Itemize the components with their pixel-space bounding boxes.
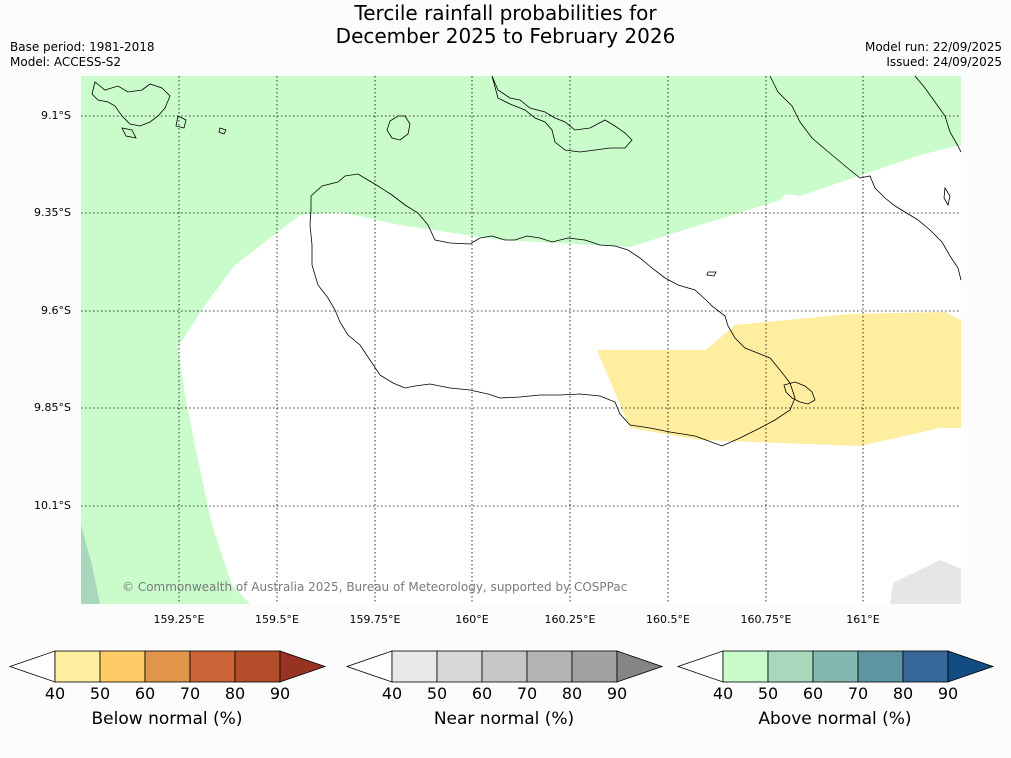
- colorbar-tick-label: 90: [606, 684, 628, 703]
- colorbar-segment: [722, 650, 769, 683]
- lon-label: 160.25°E: [544, 613, 596, 626]
- colorbar-tick-label: 70: [847, 684, 869, 703]
- colorbar-segment: [812, 650, 859, 683]
- graticule: [81, 76, 961, 604]
- lon-label: 159.75°E: [349, 613, 401, 626]
- lon-label: 160.5°E: [646, 613, 690, 626]
- lon-label: 161°E: [846, 613, 880, 626]
- region-near-normal: [890, 560, 961, 604]
- colorbar-segment: [436, 650, 483, 683]
- legend-title-near: Near normal (%): [433, 709, 575, 729]
- region-below-normal: [597, 312, 961, 446]
- lon-label: 159.5°E: [255, 613, 299, 626]
- malaita-coastline: [769, 75, 962, 281]
- colorbar-tick-label: 50: [89, 684, 111, 703]
- model-name: Model: ACCESS-S2: [10, 55, 122, 69]
- region-above-normal-60: [81, 525, 100, 604]
- issued-date: Issued: 24/09/2025: [886, 55, 1002, 69]
- colorbar-segment: [767, 650, 814, 683]
- colorbar-segment: [481, 650, 528, 683]
- colorbar-extend-high: [947, 650, 995, 683]
- lat-label: 9.6°S: [41, 304, 71, 317]
- savo-coastline: [386, 115, 411, 141]
- base-period: Base period: 1981-2018: [10, 40, 155, 54]
- legend-colorbars: [8, 650, 995, 683]
- lon-label: 160°E: [455, 613, 489, 626]
- colorbar-tick-label: 60: [134, 684, 156, 703]
- model-run: Model run: 22/09/2025: [864, 40, 1002, 54]
- colorbar-segment: [902, 650, 949, 683]
- copyright-notice: © Commonwealth of Australia 2025, Bureau…: [122, 580, 628, 594]
- colorbar-extend-low: [676, 650, 724, 683]
- colorbar-tick-label: 80: [224, 684, 246, 703]
- colorbar-tick-label: 70: [516, 684, 538, 703]
- colorbar-tick-label: 50: [426, 684, 448, 703]
- colorbar-tick-label: 80: [892, 684, 914, 703]
- colorbar-segment: [99, 650, 146, 683]
- region-above-normal: [81, 76, 961, 604]
- nggela-coastline: [491, 75, 633, 153]
- lat-label: 9.35°S: [34, 206, 71, 219]
- colorbar-segment: [391, 650, 438, 683]
- map-panel: [81, 75, 962, 604]
- colorbar-segment: [571, 650, 618, 683]
- colorbar-extend-low: [8, 650, 56, 683]
- colorbar-extend-high: [616, 650, 664, 683]
- colorbar-segment: [857, 650, 904, 683]
- colorbar-tick-label: 90: [269, 684, 291, 703]
- legend-title-below: Below normal (%): [91, 709, 243, 729]
- colorbar-segment: [234, 650, 281, 683]
- colorbar-tick-label: 60: [471, 684, 493, 703]
- lon-label: 159.25°E: [153, 613, 205, 626]
- guadalcanal-coastline: [309, 173, 796, 447]
- colorbar-tick-label: 80: [561, 684, 583, 703]
- colorbar-segment: [526, 650, 573, 683]
- lat-label: 10.1°S: [34, 499, 71, 512]
- colorbar-segment: [189, 650, 236, 683]
- colorbar-tick-label: 50: [757, 684, 779, 703]
- colorbar-tick-label: 40: [712, 684, 734, 703]
- colorbar-tick-label: 90: [937, 684, 959, 703]
- colorbar-tick-label: 40: [381, 684, 403, 703]
- colorbar-tick-label: 40: [44, 684, 66, 703]
- colorbar-extend-low: [345, 650, 393, 683]
- colorbar-tick-label: 70: [179, 684, 201, 703]
- page-title-line-1: Tercile rainfall probabilities for: [354, 1, 657, 25]
- colorbar-extend-high: [279, 650, 327, 683]
- lon-label: 160.75°E: [740, 613, 792, 626]
- colorbar-segment: [144, 650, 191, 683]
- legend-title-above: Above normal (%): [758, 709, 912, 729]
- page-title-line-2: December 2025 to February 2026: [335, 24, 676, 48]
- colorbar-tick-label: 60: [802, 684, 824, 703]
- lat-label: 9.85°S: [34, 401, 71, 414]
- lat-label: 9.1°S: [41, 109, 71, 122]
- colorbar-segment: [54, 650, 101, 683]
